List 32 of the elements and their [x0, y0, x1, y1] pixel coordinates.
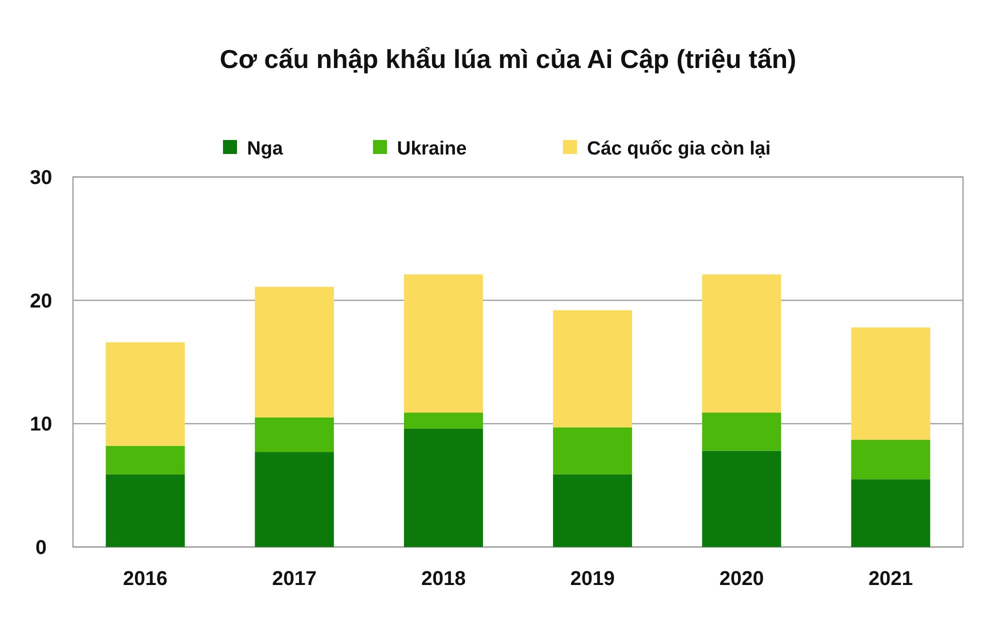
- legend-label: Ukraine: [397, 138, 467, 160]
- x-tick-label: 2018: [421, 568, 466, 590]
- bar: [702, 412, 782, 451]
- bar: [254, 418, 334, 452]
- bar: [404, 428, 483, 547]
- legend-label: Các quốc gia còn lại: [587, 138, 771, 160]
- bar: [404, 274, 483, 413]
- bar: [106, 342, 185, 446]
- bar: [553, 427, 632, 474]
- legend-label: Nga: [247, 138, 284, 160]
- bar: [404, 412, 483, 429]
- x-tick-label: 2016: [123, 568, 168, 590]
- bar: [702, 450, 782, 547]
- bar: [106, 446, 185, 474]
- x-tick-label: 2019: [570, 568, 615, 590]
- bar: [851, 440, 930, 480]
- bar: [851, 327, 930, 440]
- y-tick-label: 20: [30, 290, 52, 312]
- bar: [106, 474, 185, 547]
- bar: [254, 452, 334, 547]
- bar: [702, 274, 782, 413]
- x-tick-label: 2021: [868, 568, 913, 590]
- y-tick-label: 10: [30, 414, 52, 436]
- x-tick-label: 2017: [272, 568, 317, 590]
- y-tick-label: 0: [35, 537, 47, 559]
- chart-title: Cơ cấu nhập khẩu lúa mì của Ai Cập (triệu tấn): [220, 44, 796, 74]
- bar: [851, 479, 930, 547]
- bar: [254, 286, 334, 418]
- y-tick-label: 30: [30, 167, 52, 189]
- x-tick-label: 2020: [719, 568, 764, 590]
- bar: [553, 310, 632, 428]
- bar: [553, 474, 632, 547]
